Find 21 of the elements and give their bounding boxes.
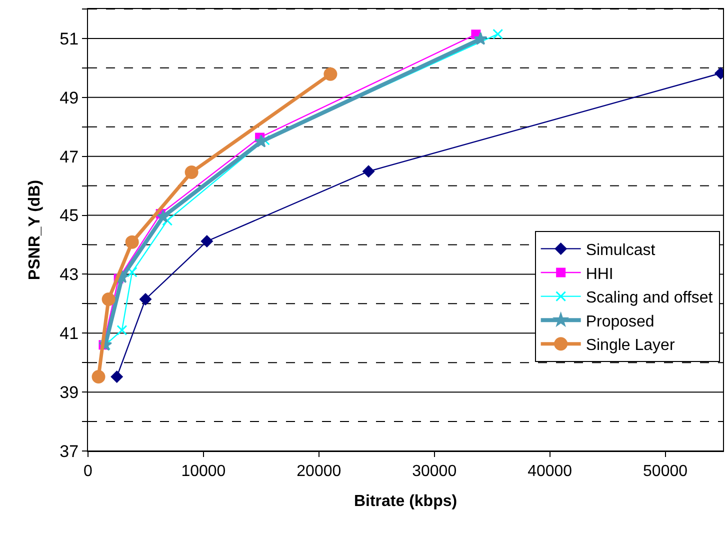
y-tick-label: 47 bbox=[60, 147, 79, 166]
legend-label: Single Layer bbox=[586, 337, 676, 354]
x-tick-label: 0 bbox=[84, 463, 93, 480]
x-axis-title: Bitrate (kbps) bbox=[354, 492, 458, 510]
legend-label: Proposed bbox=[586, 313, 654, 330]
x-tick-label: 10000 bbox=[181, 463, 226, 480]
y-tick-label: 45 bbox=[60, 206, 79, 226]
x-tick-label: 50000 bbox=[643, 463, 688, 480]
y-tick-label: 43 bbox=[60, 265, 79, 284]
x-tick-label: 30000 bbox=[412, 463, 457, 480]
y-axis-title: PSNR_Y (dB) bbox=[26, 180, 44, 280]
legend-label: Scaling and offset bbox=[586, 290, 714, 307]
y-tick-label: 51 bbox=[60, 29, 79, 48]
y-tick-label: 49 bbox=[60, 88, 79, 108]
x-tick-label: 20000 bbox=[296, 463, 342, 480]
x-tick-label: 40000 bbox=[528, 463, 572, 480]
legend-label: Simulcast bbox=[586, 242, 656, 259]
y-tick-label: 41 bbox=[60, 324, 79, 344]
y-tick-label: 39 bbox=[60, 383, 79, 402]
legend-label: HHI bbox=[586, 266, 614, 283]
y-tick-label: 37 bbox=[60, 442, 79, 461]
